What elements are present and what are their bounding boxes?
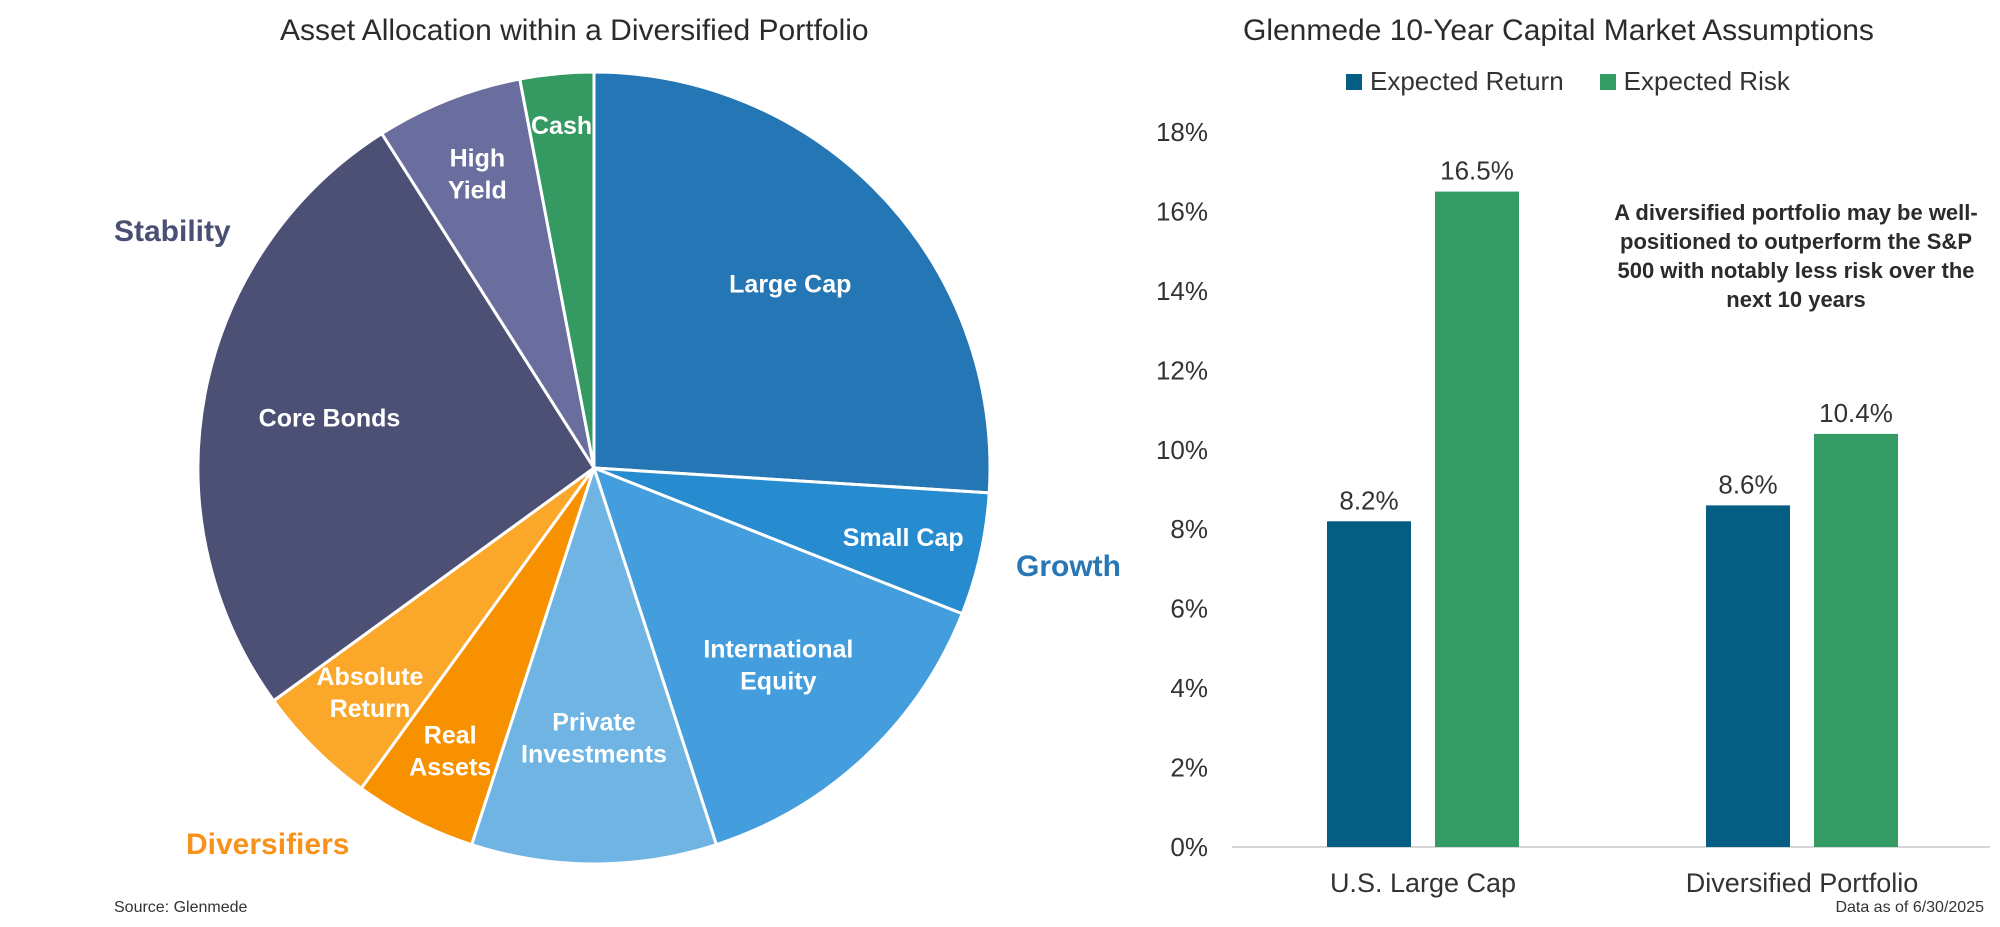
pie-label-cash: Cash bbox=[531, 112, 592, 140]
legend-label-expected-return: Expected Return bbox=[1370, 66, 1564, 96]
bar-expected-risk-diversified-portfolio bbox=[1814, 433, 1898, 847]
data-label-expected-return-diversified-portfolio: 8.6% bbox=[1718, 469, 1777, 499]
data-label-expected-risk-diversified-portfolio: 10.4% bbox=[1819, 398, 1893, 428]
y-tick-label-10: 10% bbox=[1156, 435, 1208, 465]
growth-group-label: Growth bbox=[1016, 550, 1121, 583]
bar-chart-legend: Expected Return Expected Risk bbox=[1346, 66, 1826, 97]
source-note: Source: Glenmede bbox=[114, 899, 248, 916]
pie-label-large-cap: Large Cap bbox=[729, 271, 851, 299]
pie-label-high-yield-line-1: High bbox=[450, 144, 506, 172]
y-tick-label-6: 6% bbox=[1170, 594, 1208, 624]
data-label-expected-risk-u-s-large-cap: 16.5% bbox=[1440, 156, 1514, 186]
y-tick-label-8: 8% bbox=[1170, 514, 1208, 544]
pie-slice-cash bbox=[518, 70, 596, 469]
pie-slice-core-bonds bbox=[196, 131, 597, 703]
y-tick-label-0: 0% bbox=[1170, 832, 1208, 862]
legend-label-expected-risk: Expected Risk bbox=[1623, 66, 1790, 96]
pie-label-core-bonds: Core Bonds bbox=[259, 405, 401, 433]
pie-slice-large-cap bbox=[592, 70, 992, 495]
bar-chart: 0% 2% 4% 6% 8% 10% 12% 14% 16% 18% 8.2% 16.5% U.S. L… bbox=[1156, 117, 1990, 898]
pie-label-international-equity-line-2: Equity bbox=[740, 667, 816, 695]
bar-expected-return-diversified-portfolio bbox=[1706, 505, 1790, 847]
diversifiers-group-label: Diversifiers bbox=[186, 828, 350, 861]
pie-label-small-cap: Small Cap bbox=[843, 524, 964, 552]
legend-swatch-expected-return bbox=[1346, 73, 1362, 90]
y-tick-label-16: 16% bbox=[1156, 196, 1208, 226]
y-tick-label-18: 18% bbox=[1156, 117, 1208, 147]
pie-label-absolute-return-line-2: Return bbox=[330, 695, 411, 723]
x-category-label-diversified-portfolio: Diversified Portfolio bbox=[1686, 868, 1919, 898]
pie-slice-high-yield bbox=[379, 77, 596, 469]
x-category-label-u-s-large-cap: U.S. Large Cap bbox=[1330, 868, 1516, 898]
pie-label-high-yield-line-2: Yield bbox=[448, 176, 507, 204]
pie-chart: Large Cap Small Cap International Equity Pri… bbox=[196, 70, 992, 866]
stability-group-label: Stability bbox=[114, 215, 231, 248]
legend-swatch-expected-risk bbox=[1599, 73, 1616, 90]
bar-expected-return-u-s-large-cap bbox=[1327, 521, 1411, 847]
data-label-expected-return-u-s-large-cap: 8.2% bbox=[1339, 485, 1398, 515]
y-tick-label-14: 14% bbox=[1156, 276, 1208, 306]
pie-label-real-assets-line-2: Assets bbox=[409, 753, 491, 781]
pie-label-real-assets-line-1: Real bbox=[424, 721, 477, 749]
bar-chart-title: Glenmede 10-Year Capital Market Assumpti… bbox=[1243, 14, 1874, 47]
y-tick-label-2: 2% bbox=[1170, 753, 1208, 783]
pie-slice-private-investments bbox=[469, 463, 719, 866]
pie-label-private-investments-line-2: Investments bbox=[521, 740, 667, 768]
pie-label-absolute-return-line-1: Absolute bbox=[317, 663, 424, 691]
bar-chart-annotation: A diversified portfolio may be well-posi… bbox=[1614, 200, 1978, 312]
pie-label-international-equity-line-1: International bbox=[703, 635, 853, 663]
legend-item-expected-return: Expected Return bbox=[1346, 66, 1564, 97]
y-tick-label-4: 4% bbox=[1170, 673, 1208, 703]
y-tick-label-12: 12% bbox=[1156, 355, 1208, 385]
legend-item-expected-risk: Expected Risk bbox=[1599, 66, 1790, 97]
bar-expected-risk-u-s-large-cap bbox=[1435, 191, 1519, 848]
data-as-of-note: Data as of 6/30/2025 bbox=[1835, 899, 1984, 916]
pie-label-private-investments-line-1: Private bbox=[552, 708, 635, 736]
pie-chart-title: Asset Allocation within a Diversified Po… bbox=[280, 14, 869, 47]
